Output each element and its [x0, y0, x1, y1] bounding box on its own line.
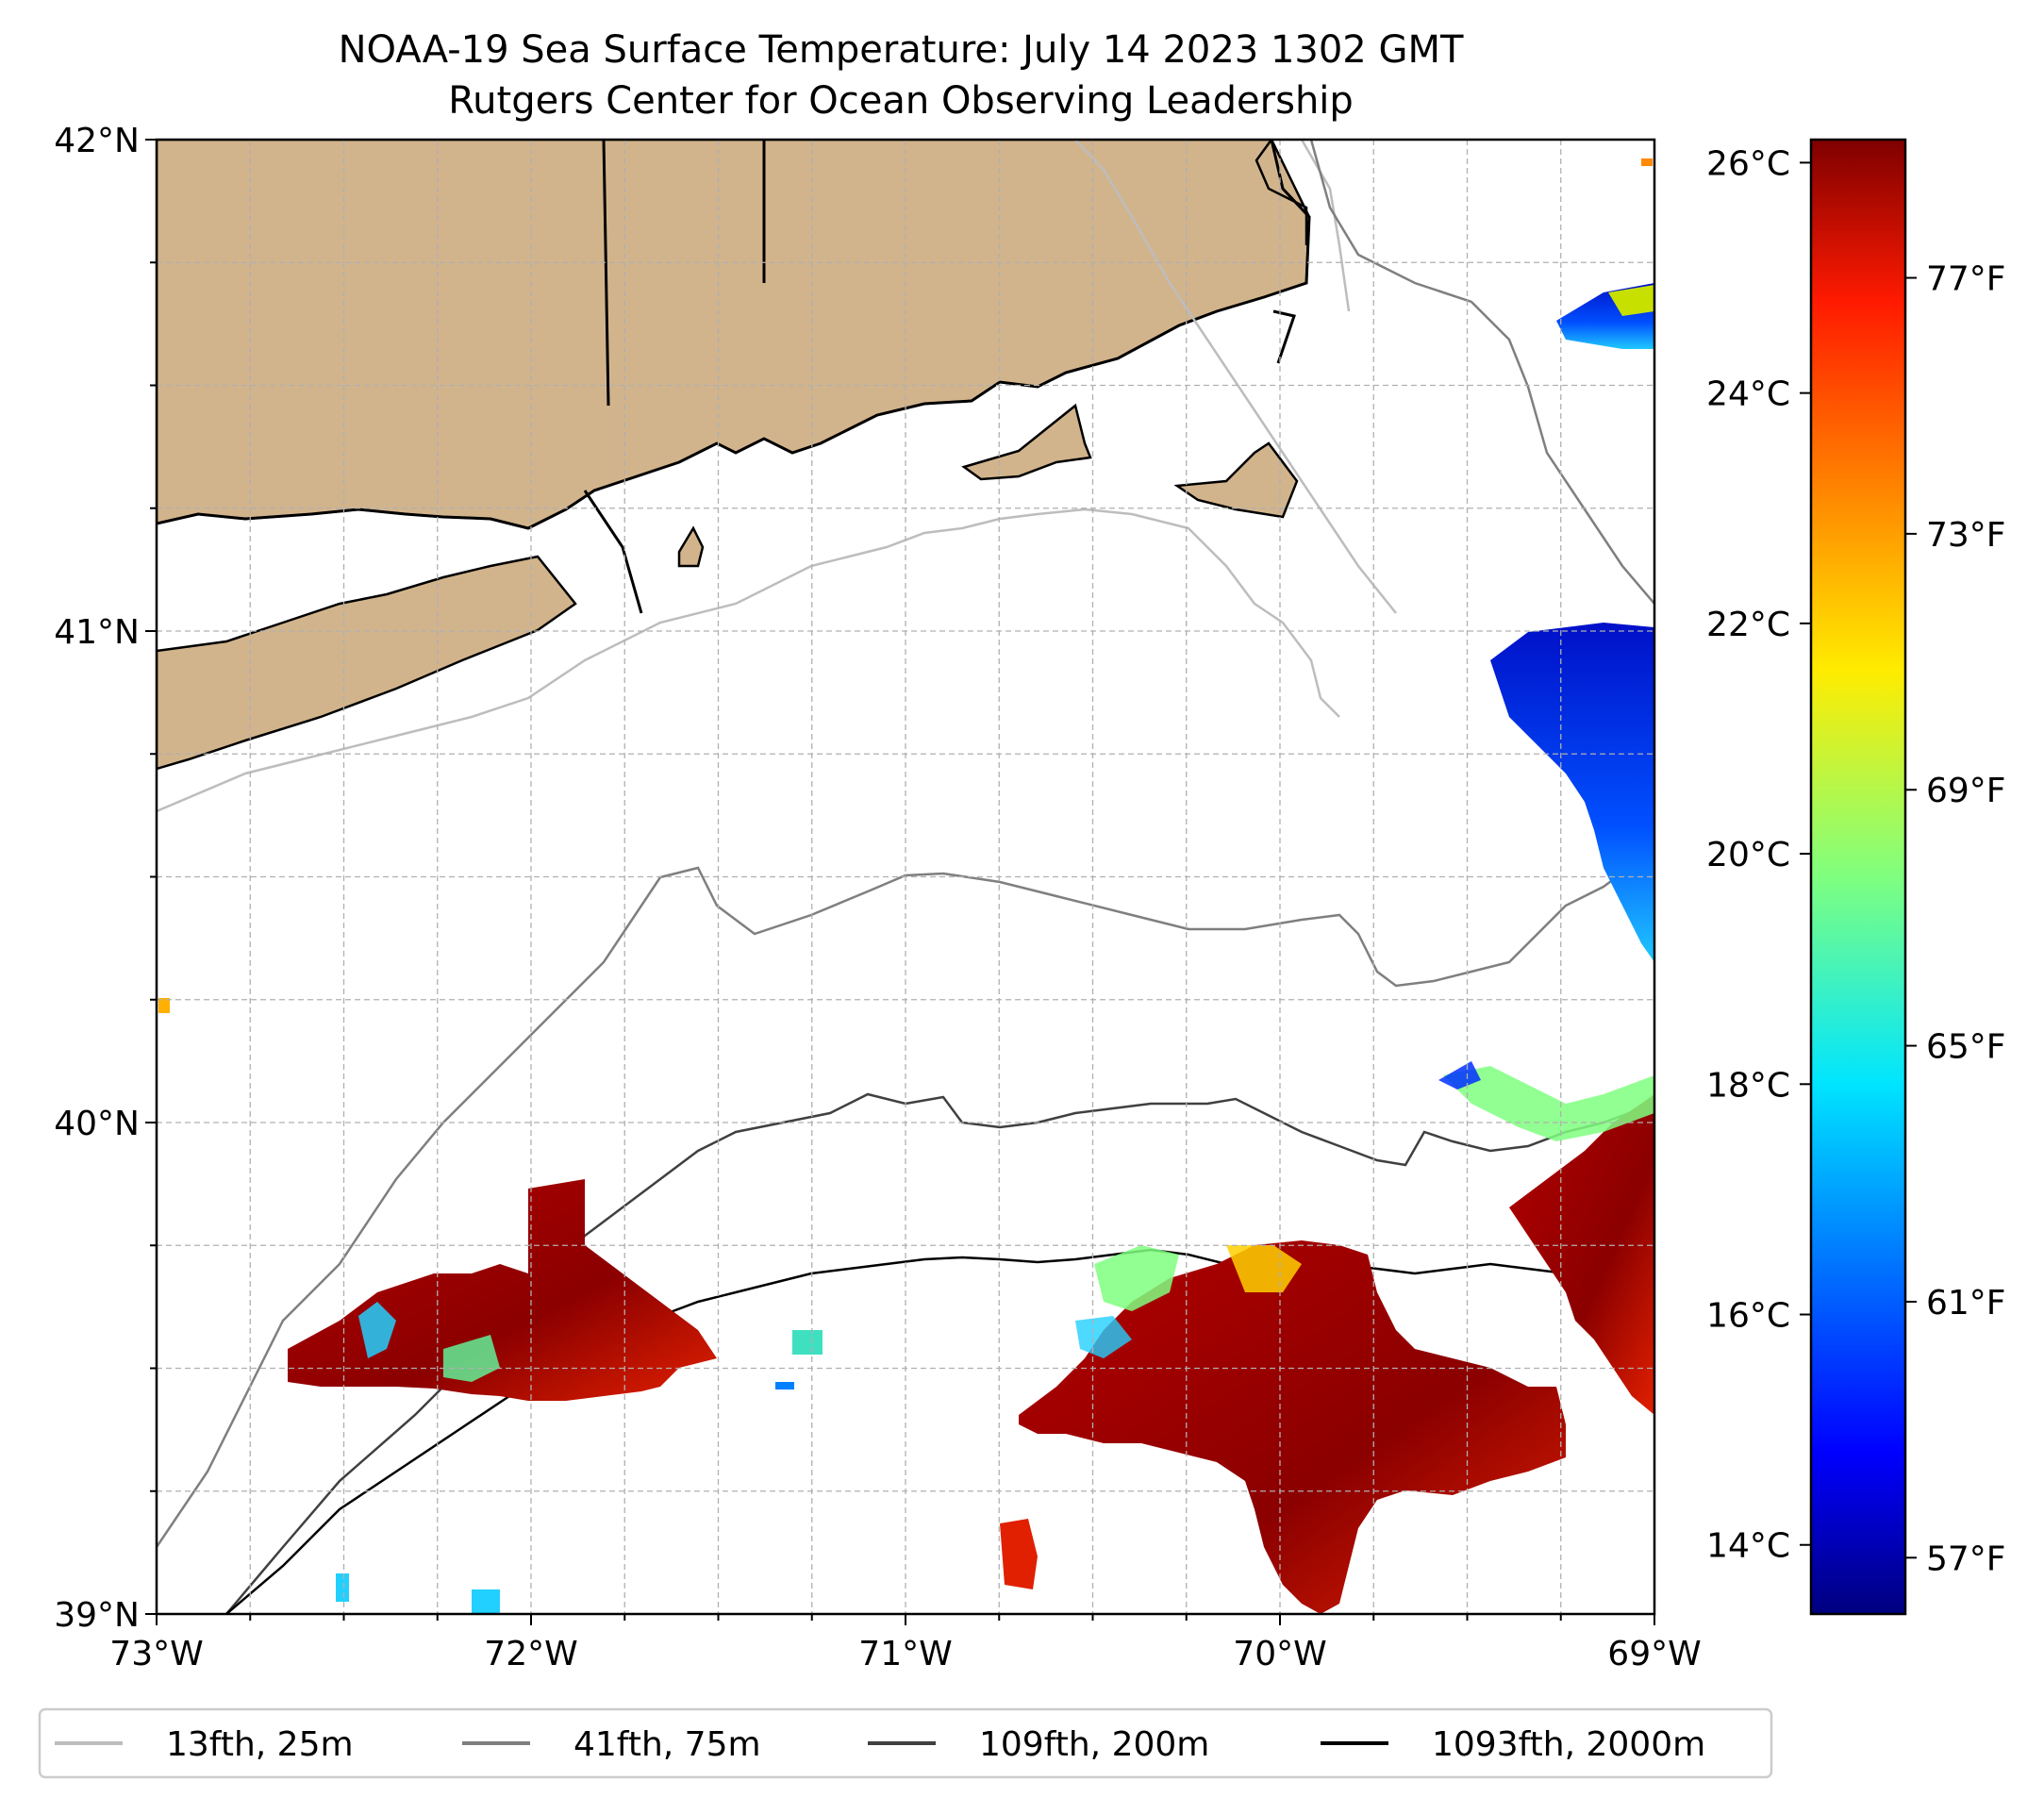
legend-label: 1093fth, 2000m: [1432, 1725, 1705, 1764]
sst-patch-mid-cyan: [792, 1330, 823, 1355]
sst-patch-sw-cyan: [336, 1573, 349, 1602]
cbar-f-label: 57°F: [1926, 1539, 2006, 1578]
cbar-c-label: 14°C: [1706, 1527, 1790, 1566]
cbar-c-label: 16°C: [1706, 1297, 1790, 1336]
y-tick-label: 39°N: [54, 1596, 140, 1635]
cbar-c-label: 20°C: [1706, 836, 1790, 874]
y-tick-label: 41°N: [54, 613, 140, 652]
colorbar-celsius-axis: 26°C 24°C 22°C 20°C 18°C 16°C 14°C: [1706, 144, 1811, 1565]
x-tick-label: 69°W: [1607, 1635, 1701, 1673]
colorbar: 26°C 24°C 22°C 20°C 18°C 16°C 14°C 77°F 73°F 69°…: [1706, 140, 2005, 1614]
sst-patch-sw-cyan2: [472, 1589, 500, 1614]
sst-patch-corner-orange: [1641, 158, 1653, 166]
cbar-f-label: 65°F: [1926, 1028, 2006, 1067]
map-area: [157, 140, 1654, 1614]
cbar-f-label: 61°F: [1926, 1284, 2006, 1323]
sst-patch-mid-blue: [775, 1382, 794, 1389]
x-tick-label: 73°W: [109, 1635, 203, 1673]
colorbar-fahrenheit-axis: 77°F 73°F 69°F 65°F 61°F 57°F: [1905, 260, 2006, 1579]
y-tick-label: 40°N: [54, 1105, 140, 1143]
legend-label: 13fth, 25m: [166, 1725, 354, 1764]
x-tick-label: 71°W: [858, 1635, 952, 1673]
cbar-c-label: 24°C: [1706, 375, 1790, 414]
isobath-legend: 13fth, 25m 41fth, 75m 109fth, 200m 1093fth,…: [40, 1709, 1771, 1777]
cbar-c-label: 22°C: [1706, 606, 1790, 644]
cbar-c-label: 26°C: [1706, 144, 1790, 183]
cbar-f-label: 73°F: [1926, 516, 2006, 555]
x-tick-label: 72°W: [484, 1635, 577, 1673]
y-tick-label: 42°N: [54, 122, 140, 160]
cbar-f-label: 69°F: [1926, 772, 2006, 810]
x-tick-label: 70°W: [1233, 1635, 1326, 1673]
colorbar-gradient: [1811, 140, 1905, 1614]
legend-label: 109fth, 200m: [979, 1725, 1209, 1764]
cbar-c-label: 18°C: [1706, 1066, 1790, 1105]
legend-label: 41fth, 75m: [573, 1725, 761, 1764]
cbar-f-label: 77°F: [1926, 260, 2006, 299]
